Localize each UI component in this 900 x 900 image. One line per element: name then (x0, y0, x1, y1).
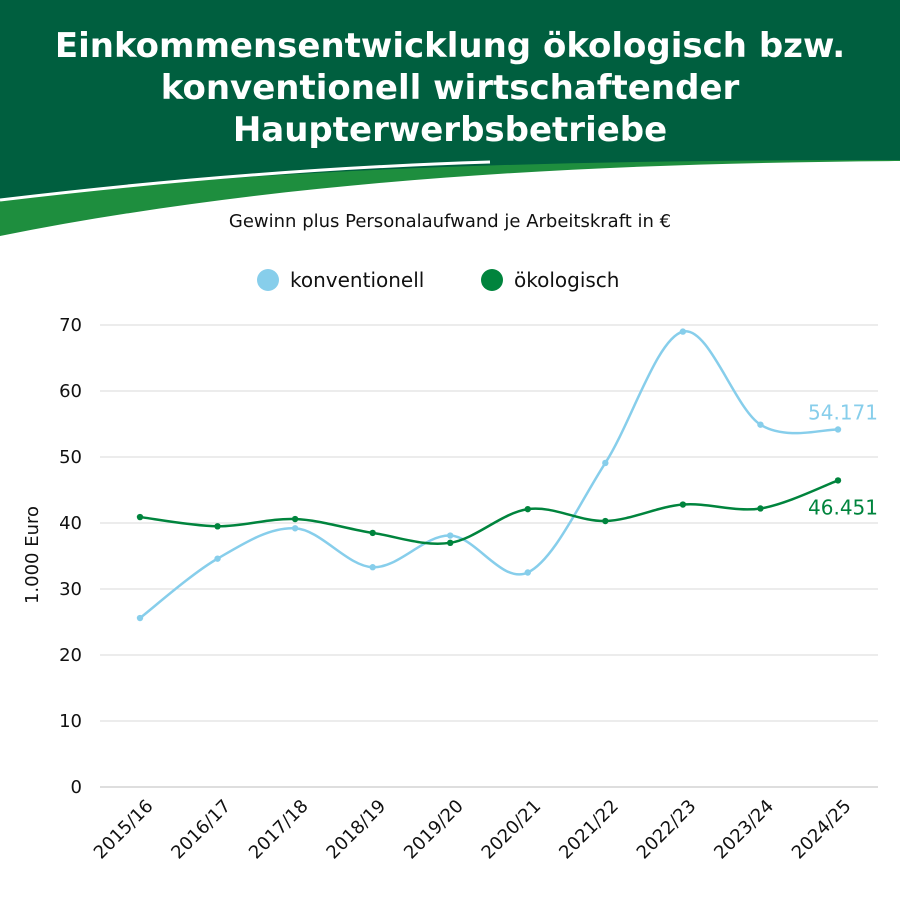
y-tick-label: 10 (59, 711, 82, 732)
data-point-okologisch (834, 477, 842, 484)
header-band (0, 0, 900, 160)
y-tick-label: 70 (59, 315, 82, 336)
chart-title-line-3: Haupterwerbsbetriebe (233, 110, 667, 150)
data-point-konventionell (679, 328, 687, 335)
series-line-okologisch (139, 479, 839, 545)
data-point-okologisch (679, 501, 687, 508)
end-label-okologisch: 46.451 (808, 495, 878, 519)
data-point-okologisch (602, 517, 609, 525)
x-tick-label: 2024/25 (788, 796, 856, 864)
legend-marker-konventionell (257, 269, 279, 291)
header-swoosh-highlight (0, 160, 491, 202)
data-point-konventionell (757, 421, 764, 428)
data-point-konventionell (524, 569, 531, 576)
y-tick-label: 40 (59, 513, 82, 534)
y-tick-label: 0 (71, 777, 82, 798)
x-tick-label: 2023/24 (710, 796, 778, 864)
data-point-konventionell (447, 532, 454, 539)
x-tick-label: 2018/19 (322, 796, 390, 864)
y-tick-label: 20 (59, 645, 82, 666)
data-point-konventionell (214, 555, 221, 562)
x-tick-label: 2021/22 (555, 796, 623, 864)
chart-title-line-1: Einkommensentwicklung ökologisch bzw. (55, 26, 845, 66)
data-point-okologisch (447, 539, 454, 546)
data-point-okologisch (214, 523, 221, 530)
data-point-konventionell (136, 614, 144, 622)
chart-title-line-2: konventionell wirtschaftender (161, 68, 740, 108)
legend-marker-oekologisch (481, 269, 503, 291)
y-tick-labels: 0 10 20 30 40 50 60 70 (59, 315, 82, 798)
x-tick-label: 2019/20 (400, 796, 468, 864)
data-point-konventionell (602, 459, 609, 467)
grid-lines (100, 324, 878, 788)
data-point-konventionell (834, 426, 842, 433)
chart-subtitle: Gewinn plus Personalaufwand je Arbeitskr… (229, 211, 671, 232)
series-line-konventionell (139, 330, 839, 620)
header-swoosh (0, 160, 900, 236)
legend-label-oekologisch: ökologisch (514, 268, 619, 292)
data-point-konventionell (369, 564, 376, 571)
data-point-konventionell (291, 525, 299, 532)
x-tick-label: 2015/16 (90, 796, 158, 864)
x-tick-label: 2017/18 (245, 796, 313, 864)
end-label-konventionell: 54.171 (808, 400, 878, 424)
x-tick-label: 2022/23 (633, 796, 701, 864)
header-swoosh-dark (0, 160, 900, 200)
data-point-okologisch (136, 513, 144, 521)
end-labels: 54.171 46.451 (808, 400, 878, 519)
data-point-okologisch (524, 505, 531, 513)
y-tick-label: 50 (59, 447, 82, 468)
y-tick-label: 30 (59, 579, 82, 600)
data-point-okologisch (757, 505, 764, 512)
series-lines (136, 328, 842, 622)
legend: konventionell ökologisch (257, 268, 619, 292)
x-tick-label: 2020/21 (478, 796, 546, 864)
data-point-okologisch (369, 529, 376, 537)
y-axis-label: 1.000 Euro (22, 506, 43, 604)
x-tick-labels: 2015/16 2016/17 2017/18 2018/19 2019/20 2020/… (90, 796, 856, 864)
legend-label-konventionell: konventionell (290, 268, 424, 292)
x-tick-label: 2016/17 (167, 796, 235, 864)
y-tick-label: 60 (59, 381, 82, 402)
data-point-okologisch (291, 515, 299, 523)
